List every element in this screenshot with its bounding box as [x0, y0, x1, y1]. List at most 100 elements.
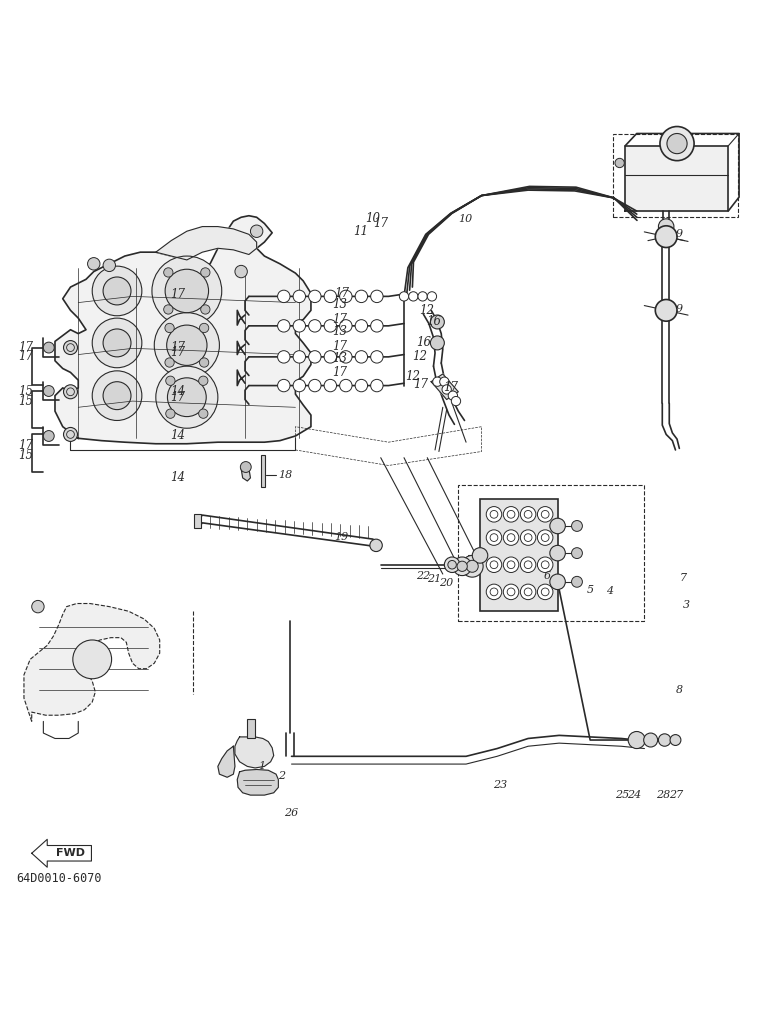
Text: 27: 27 — [669, 791, 684, 800]
Bar — [193, 514, 200, 528]
Circle shape — [166, 376, 175, 385]
Text: 13: 13 — [333, 298, 347, 310]
Bar — [260, 455, 265, 487]
Text: 17: 17 — [334, 287, 349, 300]
Text: 18: 18 — [278, 470, 293, 480]
Text: 17: 17 — [333, 366, 347, 379]
Polygon shape — [55, 216, 311, 443]
Text: 23: 23 — [493, 780, 507, 790]
Circle shape — [200, 268, 210, 278]
Text: 64D0010-6070: 64D0010-6070 — [16, 871, 102, 885]
Text: 17: 17 — [443, 381, 458, 394]
Circle shape — [308, 290, 321, 302]
Circle shape — [371, 290, 383, 302]
Circle shape — [503, 507, 519, 522]
Circle shape — [324, 290, 336, 302]
Text: 7: 7 — [679, 572, 686, 583]
Circle shape — [277, 290, 290, 302]
Text: 17: 17 — [413, 378, 428, 390]
Circle shape — [64, 385, 78, 398]
Circle shape — [355, 290, 368, 302]
Circle shape — [293, 290, 305, 302]
Text: 1: 1 — [258, 762, 265, 771]
Circle shape — [340, 379, 352, 392]
Text: 28: 28 — [656, 791, 671, 800]
Circle shape — [667, 133, 687, 154]
Circle shape — [92, 371, 142, 421]
Text: 4: 4 — [605, 586, 613, 596]
Text: 14: 14 — [170, 429, 185, 442]
Circle shape — [462, 555, 483, 578]
Polygon shape — [218, 746, 235, 777]
Polygon shape — [24, 603, 160, 722]
Text: 2: 2 — [278, 771, 285, 780]
Circle shape — [503, 529, 519, 546]
Text: 13: 13 — [333, 352, 347, 365]
Text: 12: 12 — [412, 350, 427, 364]
Circle shape — [451, 396, 461, 406]
Text: 24: 24 — [627, 791, 642, 800]
Circle shape — [32, 600, 44, 612]
Circle shape — [472, 548, 488, 563]
Polygon shape — [241, 469, 250, 481]
Circle shape — [293, 319, 305, 332]
Text: 3: 3 — [683, 600, 690, 610]
Circle shape — [430, 315, 444, 329]
Circle shape — [457, 561, 467, 571]
Circle shape — [453, 557, 472, 575]
Circle shape — [444, 557, 460, 572]
Circle shape — [538, 557, 553, 572]
Circle shape — [73, 640, 112, 679]
Circle shape — [371, 319, 383, 332]
Polygon shape — [237, 769, 278, 795]
Circle shape — [156, 367, 218, 428]
Circle shape — [324, 379, 336, 392]
Circle shape — [340, 350, 352, 364]
Circle shape — [308, 379, 321, 392]
Polygon shape — [235, 737, 274, 768]
Circle shape — [572, 577, 583, 587]
Text: 11: 11 — [354, 224, 368, 238]
Circle shape — [572, 548, 583, 558]
Circle shape — [103, 259, 116, 271]
Circle shape — [521, 584, 536, 600]
Circle shape — [655, 226, 677, 248]
Circle shape — [448, 391, 458, 400]
Circle shape — [427, 292, 437, 301]
Circle shape — [200, 324, 209, 333]
Text: 15: 15 — [18, 449, 33, 462]
Circle shape — [164, 305, 173, 314]
Text: 25: 25 — [615, 791, 629, 800]
Circle shape — [235, 265, 247, 278]
Circle shape — [628, 731, 645, 749]
Bar — [247, 719, 255, 738]
Polygon shape — [625, 145, 728, 211]
Circle shape — [240, 462, 251, 472]
Circle shape — [340, 319, 352, 332]
Circle shape — [521, 507, 536, 522]
Circle shape — [166, 269, 208, 312]
Circle shape — [355, 350, 368, 364]
Text: 17: 17 — [18, 341, 33, 354]
Polygon shape — [32, 840, 92, 867]
Circle shape — [430, 336, 444, 350]
Text: 17: 17 — [18, 350, 33, 364]
Circle shape — [166, 409, 175, 419]
Text: 17: 17 — [170, 289, 185, 301]
Circle shape — [324, 319, 336, 332]
Circle shape — [660, 127, 694, 161]
Text: 17: 17 — [170, 391, 185, 403]
Bar — [480, 499, 558, 611]
Circle shape — [92, 266, 142, 315]
Circle shape — [615, 159, 624, 168]
Bar — [613, 133, 737, 217]
Circle shape — [521, 557, 536, 572]
Text: 17: 17 — [170, 346, 185, 358]
Circle shape — [277, 379, 290, 392]
Circle shape — [433, 377, 442, 386]
Circle shape — [293, 350, 305, 364]
Circle shape — [277, 350, 290, 364]
Circle shape — [371, 350, 383, 364]
Text: 26: 26 — [284, 808, 298, 818]
Circle shape — [168, 378, 206, 417]
